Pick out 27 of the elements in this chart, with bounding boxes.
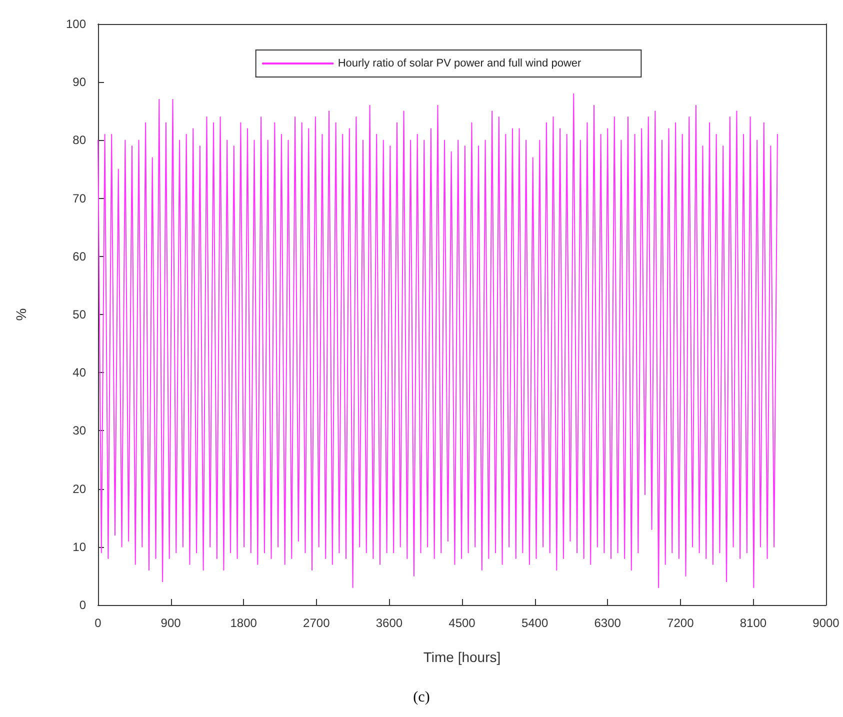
y-axis-title: % [13,308,29,321]
x-axis-title: Time [hours] [423,649,501,665]
y-tick-label: 0 [79,598,86,612]
y-tick-label: 10 [72,540,86,554]
x-tick-label: 3600 [376,616,403,630]
y-tick-label: 80 [72,133,86,148]
y-tick-label: 70 [72,191,86,206]
x-tick-label: 900 [160,616,182,630]
x-tick-label: 8100 [740,616,767,630]
x-tick-label: 5400 [521,616,548,630]
x-tick-label: 4500 [448,616,476,630]
y-tick-label: 30 [72,424,86,438]
y-tick-label: 60 [72,249,86,264]
text: Hourly ratio of solar PV power and full wind power [338,58,582,70]
x-tick-label: 1800 [230,616,258,630]
x-tick-label: 7200 [667,616,694,630]
y-tick-label: 50 [72,308,86,322]
x-tick-label: 2700 [303,616,330,630]
x-tick-label: 0 [94,616,102,630]
y-tick-label: 100 [66,17,86,31]
y-tick-label: 40 [72,366,86,380]
y-tick-label: 20 [72,482,86,496]
x-tick-label: 9000 [812,616,840,630]
line-series [98,93,778,588]
x-tick-label: 6300 [594,616,622,630]
text: (c) [413,690,430,706]
y-tick-label: 90 [72,75,86,90]
